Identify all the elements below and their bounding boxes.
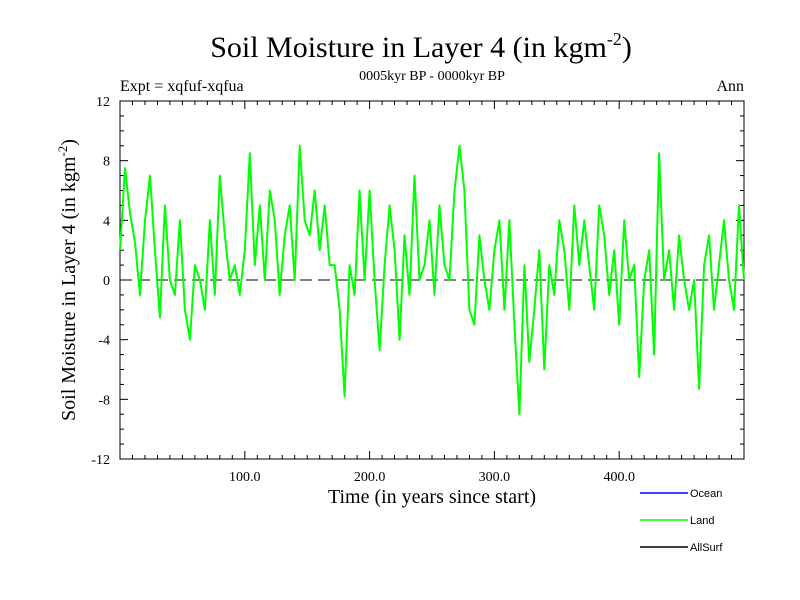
series-line-land [119, 144, 745, 416]
legend-ocean-label: Ocean [690, 488, 722, 500]
x-tick-label: 300.0 [479, 470, 511, 485]
x-tick-label: 200.0 [354, 470, 386, 485]
x-axis: 100.0 200.0 300.0 400.0 [131, 101, 733, 485]
chart-title-sup: -2 [607, 29, 622, 49]
y-tick-label: -12 [91, 453, 110, 468]
subtitle-left: Expt = xqfuf-xqfua [120, 78, 244, 95]
x-tick-label: 100.0 [229, 470, 261, 485]
series-group [119, 144, 745, 416]
legend-land-label: Land [690, 515, 714, 527]
y-tick-label: 0 [103, 274, 110, 289]
chart-title-close: ) [622, 31, 632, 64]
x-axis-label: Time (in years since start) [328, 486, 536, 508]
y-axis-label-main: Soil Moisture in Layer 4 (in kgm [58, 156, 80, 421]
y-axis-label-sup: -2 [55, 146, 70, 157]
subtitle-center: 0005kyr BP - 0000kyr BP [359, 69, 505, 84]
y-tick-label: -8 [98, 393, 110, 408]
y-axis: -12 -8 -4 0 4 8 12 [91, 95, 744, 468]
legend-allsurf-label: AllSurf [690, 542, 723, 554]
y-tick-label: 4 [103, 214, 110, 229]
chart-title-main: Soil Moisture in Layer 4 (in kgm [210, 31, 607, 64]
x-tick-label: 400.0 [603, 470, 635, 485]
legend: Ocean Land AllSurf [640, 488, 723, 554]
chart-title: Soil Moisture in Layer 4 (in kgm-2) [210, 29, 632, 64]
y-tick-label: 8 [103, 155, 110, 170]
y-axis-label-close: ) [58, 139, 80, 146]
y-axis-label: Soil Moisture in Layer 4 (in kgm-2) [55, 139, 80, 421]
y-tick-label: -4 [98, 334, 110, 349]
y-tick-label: 12 [96, 95, 110, 110]
subtitle-right: Ann [716, 78, 744, 95]
